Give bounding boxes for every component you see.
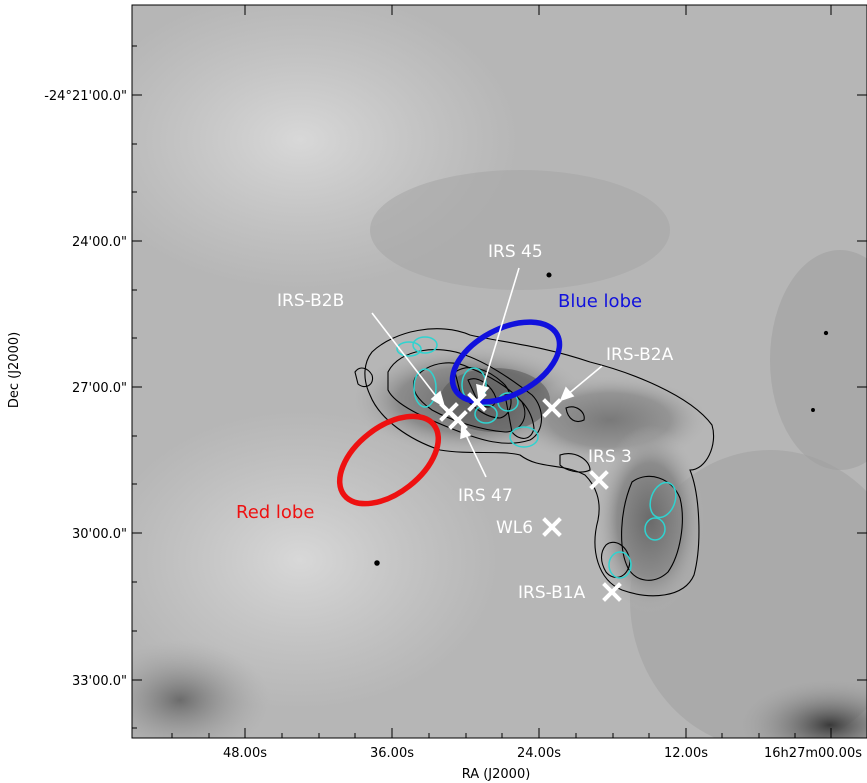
y-tick-label: 33'00.0" <box>72 674 127 689</box>
red-lobe-label: Red lobe <box>236 502 314 523</box>
x-tick-label: 16h27m00.00s <box>764 746 862 761</box>
y-tick-label: 27'00.0" <box>72 381 127 396</box>
source-label-irs3: IRS 3 <box>588 447 632 467</box>
marker-irs-b2a <box>542 398 562 418</box>
x-tick-label: 48.00s <box>223 746 267 761</box>
marker-irs-b1a <box>602 582 622 602</box>
y-axis-title: Dec (J2000) <box>7 332 22 408</box>
x-tick-label: 12.00s <box>664 746 708 761</box>
source-label-irs45: IRS 45 <box>488 242 543 262</box>
source-label-irs47: IRS 47 <box>458 486 513 506</box>
marker-irs45 <box>467 392 487 412</box>
marker-irs47 <box>448 410 468 430</box>
x-tick-label: 24.00s <box>517 746 561 761</box>
source-label-irs-b1a: IRS-B1A <box>518 583 586 603</box>
y-tick-label: -24°21'00.0" <box>44 89 127 104</box>
y-tick-label: 30'00.0" <box>72 527 127 542</box>
cyan-contours <box>396 336 677 579</box>
source-label-irs-b2a: IRS-B2A <box>606 345 674 365</box>
marker-wl6 <box>542 517 562 537</box>
source-markers <box>439 392 622 602</box>
marker-irs3 <box>589 470 609 490</box>
label-arrows <box>371 267 603 478</box>
axes-frame <box>131 4 867 739</box>
red-lobe-ellipse <box>336 413 442 507</box>
x-tick-label: 36.00s <box>370 746 414 761</box>
source-label-irs-b2b: IRS-B2B <box>277 291 344 311</box>
x-axis-title: RA (J2000) <box>462 767 531 782</box>
blue-lobe-ellipse <box>449 319 563 405</box>
source-label-wl6: WL6 <box>496 518 533 538</box>
y-tick-label: 24'00.0" <box>72 235 127 250</box>
blue-lobe-label: Blue lobe <box>558 291 642 312</box>
grayscale-image: IRS 45 IRS-B2B IRS-B2A IRS 3 IRS 47 WL6 … <box>132 5 867 738</box>
